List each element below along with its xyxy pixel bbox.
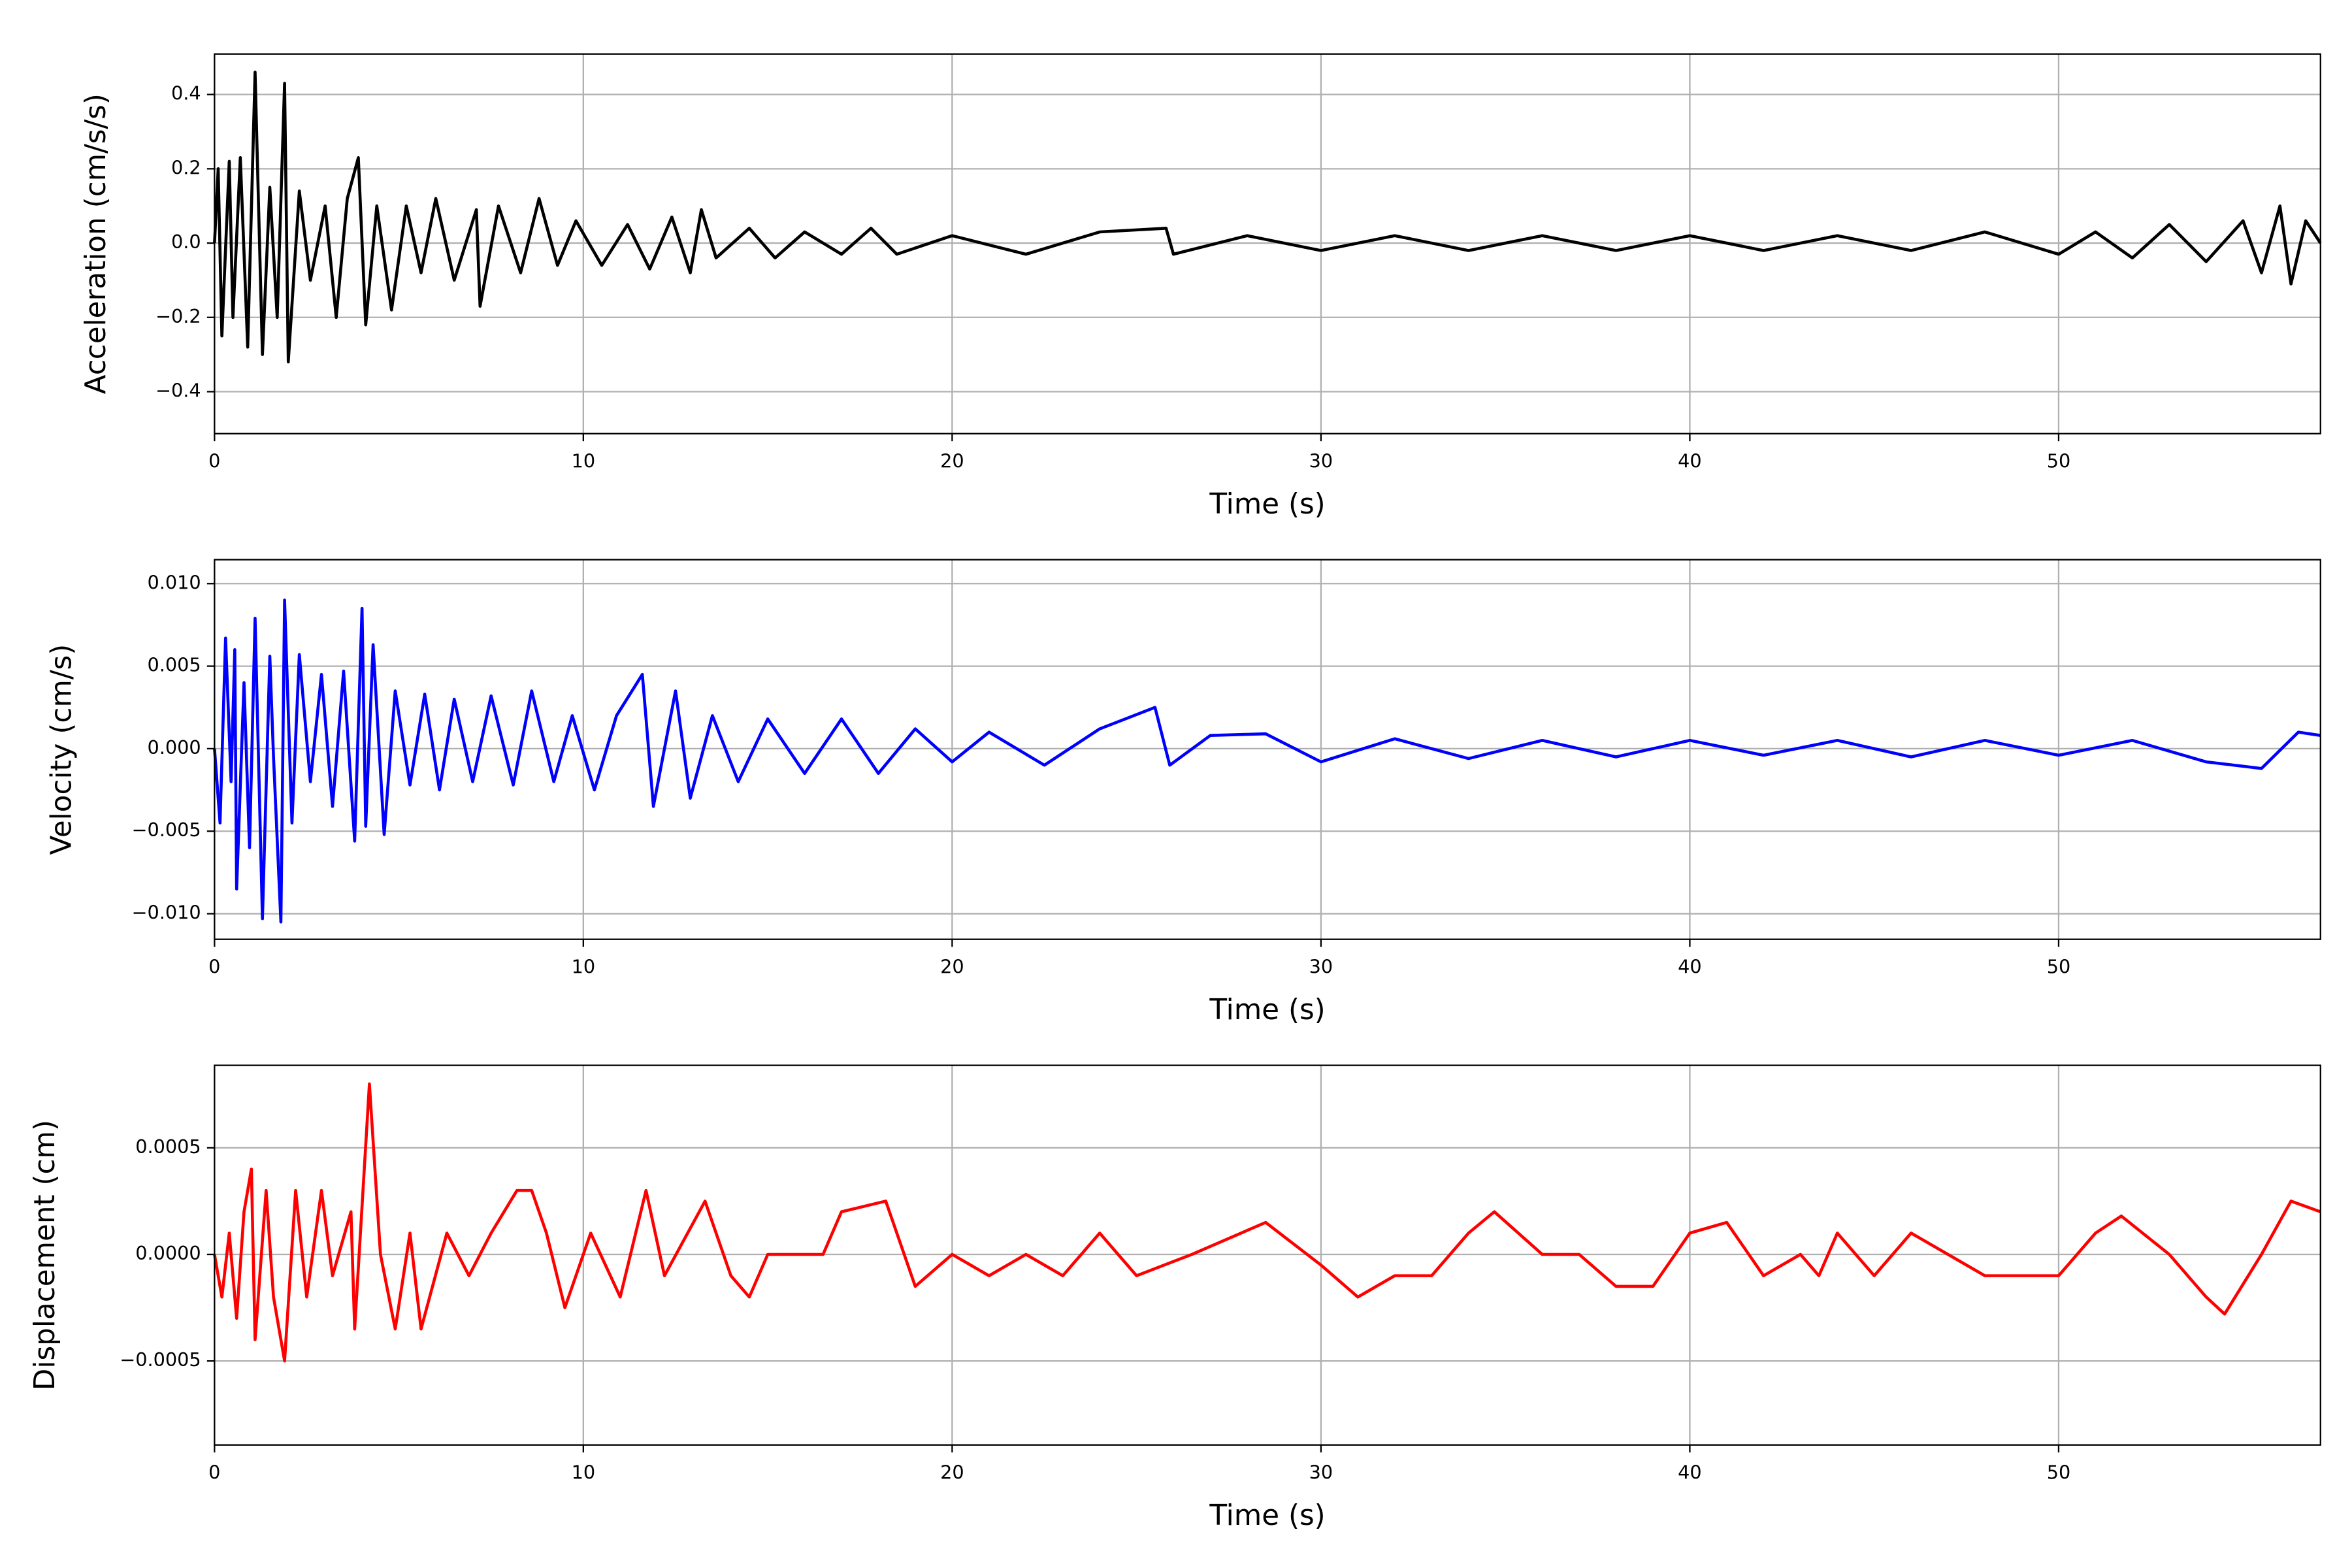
plot-frame: [214, 53, 2321, 434]
x-tick-label: 30: [1309, 955, 1333, 977]
data-line: [213, 598, 2321, 924]
x-tick-label: 0: [208, 449, 220, 472]
y-tick-label: −0.010: [131, 902, 201, 924]
x-tick-label: 50: [2047, 1461, 2071, 1483]
x-tick-label: 50: [2047, 449, 2071, 472]
x-axis-label: Time (s): [1209, 1499, 1325, 1532]
y-tick-label: 0.0005: [135, 1135, 201, 1158]
x-tick-label: 10: [572, 955, 596, 977]
y-axis-label: Acceleration (cm/s/s): [80, 93, 112, 394]
x-tick-label: 40: [1678, 449, 1702, 472]
y-tick-label: 0.0000: [135, 1242, 201, 1264]
x-tick-label: 20: [940, 955, 964, 977]
x-tick-label: 0: [208, 1461, 220, 1483]
plot-frame: [214, 559, 2321, 940]
x-axis-label: Time (s): [1209, 488, 1325, 521]
x-tick-label: 40: [1678, 1461, 1702, 1483]
x-tick-label: 40: [1678, 955, 1702, 977]
y-tick-label: 0.4: [171, 82, 201, 105]
x-tick-label: 30: [1309, 449, 1333, 472]
y-tick-label: −0.005: [131, 819, 201, 841]
x-tick-label: 0: [208, 955, 220, 977]
y-tick-label: 0.0: [171, 231, 201, 253]
y-tick-label: −0.4: [155, 379, 201, 401]
y-tick-label: 0.010: [148, 571, 201, 593]
y-axis-label: Velocity (cm/s): [45, 644, 78, 855]
y-tick-label: 0.000: [148, 736, 201, 759]
y-tick-label: −0.0005: [120, 1348, 201, 1371]
y-tick-label: 0.005: [148, 654, 201, 676]
x-axis-label: Time (s): [1209, 994, 1325, 1026]
x-tick-label: 10: [572, 1461, 596, 1483]
x-tick-label: 30: [1309, 1461, 1333, 1483]
x-tick-label: 20: [940, 1461, 964, 1483]
y-tick-label: −0.2: [155, 305, 201, 327]
data-line: [213, 1082, 2321, 1363]
x-tick-label: 20: [940, 449, 964, 472]
x-tick-label: 10: [572, 449, 596, 472]
x-tick-label: 50: [2047, 955, 2071, 977]
y-axis-label: Displacement (cm): [29, 1120, 61, 1390]
plot-frame: [214, 1064, 2321, 1446]
data-line: [213, 71, 2322, 364]
y-tick-label: 0.2: [171, 156, 201, 178]
